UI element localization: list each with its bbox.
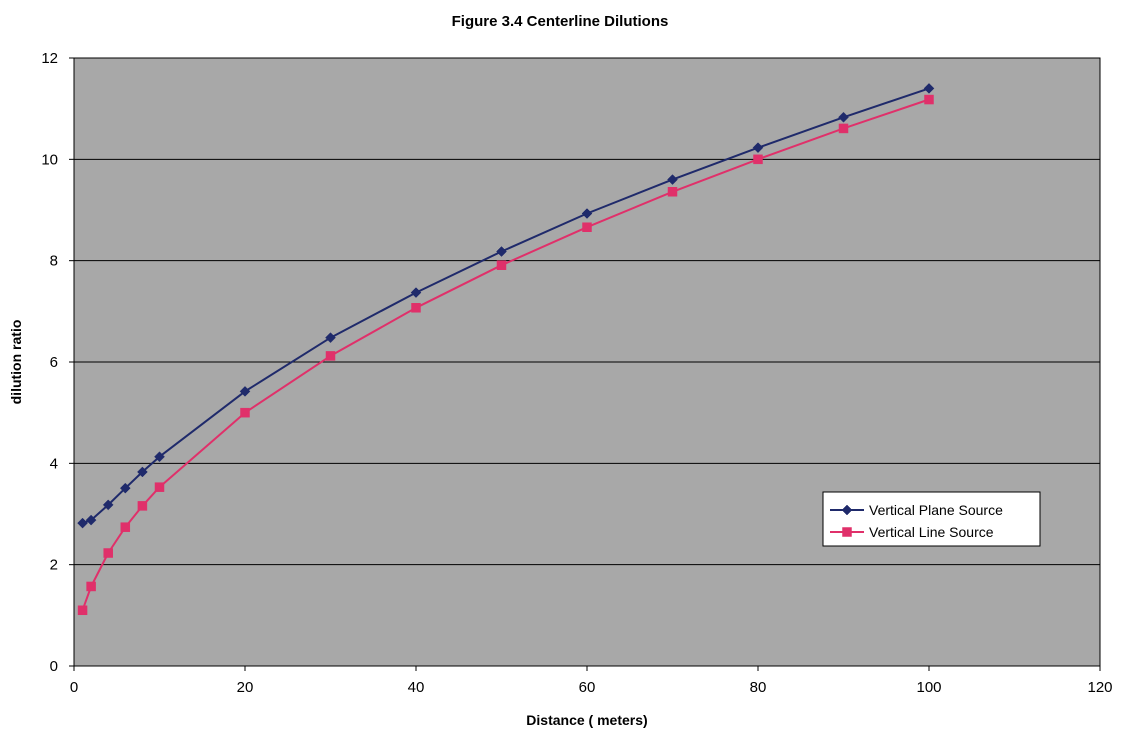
data-point — [924, 94, 934, 105]
data-point — [77, 517, 88, 529]
x-tick-label: 120 — [1087, 679, 1112, 696]
legend-item-1: Vertical Line Source — [830, 524, 994, 540]
data-point — [838, 123, 849, 134]
y-tick-label: 0 — [50, 658, 58, 675]
data-point — [923, 83, 935, 94]
data-point — [411, 303, 421, 313]
data-point — [240, 407, 250, 418]
data-point — [86, 581, 96, 592]
y-axis-label: dilution ratio — [8, 320, 24, 405]
y-axis: 0 2 4 6 8 10 12 — [41, 50, 74, 675]
data-point — [103, 548, 113, 558]
data-point — [752, 142, 764, 154]
data-point — [119, 482, 131, 494]
x-axis: 0 20 40 60 80 100 120 — [70, 666, 1113, 696]
legend-item-0: Vertical Plane Source — [830, 502, 1003, 518]
chart-title: Figure 3.4 Centerline Dilutions — [452, 13, 669, 30]
data-point — [410, 287, 422, 298]
data-point — [325, 351, 336, 361]
x-tick-label: 100 — [916, 679, 941, 696]
data-point — [838, 111, 849, 123]
data-point — [667, 174, 678, 185]
data-point — [667, 187, 678, 197]
x-tick-label: 40 — [408, 679, 425, 696]
data-point — [137, 466, 148, 478]
series-layer — [77, 83, 935, 616]
x-axis-label: Distance ( meters) — [526, 712, 647, 728]
data-point — [85, 514, 97, 526]
x-tick-label: 60 — [579, 679, 596, 696]
data-point — [154, 451, 165, 463]
legend-label: Vertical Plane Source — [869, 502, 1003, 518]
legend-box — [822, 491, 1041, 547]
y-tick-label: 6 — [50, 354, 58, 371]
legend: Vertical Plane Source Vertical Line Sourc… — [822, 491, 1041, 547]
data-point — [120, 522, 131, 532]
y-tick-label: 2 — [50, 557, 58, 574]
series-0 — [77, 83, 935, 529]
legend-marker — [842, 527, 852, 537]
x-tick-label: 80 — [750, 679, 767, 696]
legend-marker — [841, 504, 853, 516]
data-point — [102, 499, 114, 511]
data-point — [325, 332, 336, 344]
data-point — [137, 501, 148, 511]
data-point — [239, 386, 251, 397]
series-1 — [77, 94, 934, 616]
gridlines — [74, 158, 1100, 566]
x-tick-label: 20 — [237, 679, 254, 696]
legend-label: Vertical Line Source — [869, 524, 994, 540]
y-tick-label: 8 — [50, 253, 58, 270]
data-point — [582, 222, 592, 232]
data-point — [496, 246, 507, 257]
data-point — [753, 154, 763, 165]
y-tick-label: 4 — [50, 455, 58, 472]
y-tick-label: 12 — [41, 50, 58, 67]
x-tick-label: 0 — [70, 679, 78, 696]
data-point — [496, 260, 507, 270]
data-point — [77, 605, 88, 616]
y-tick-label: 10 — [41, 151, 58, 168]
data-point — [154, 482, 165, 492]
data-point — [581, 208, 593, 219]
